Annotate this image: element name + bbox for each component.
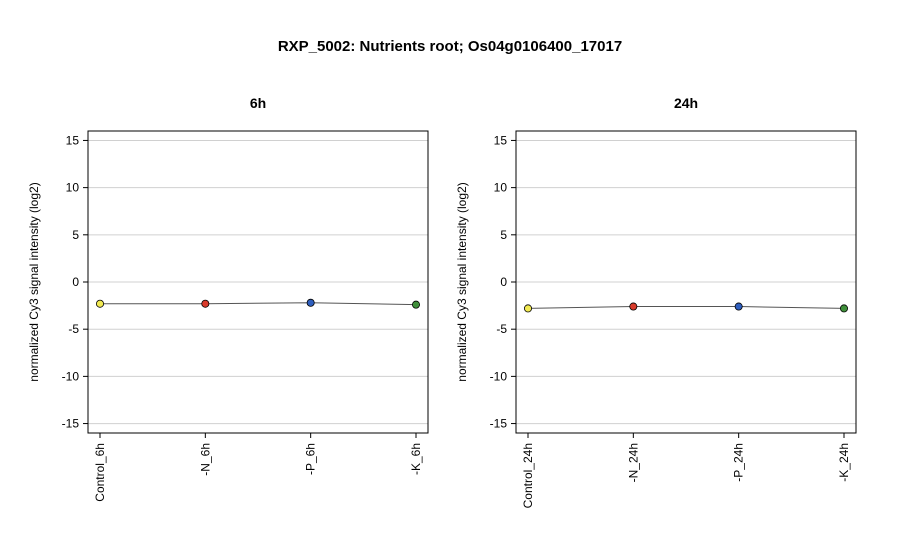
y-tick-label: 0 bbox=[72, 275, 79, 289]
y-tick-label: 15 bbox=[66, 133, 80, 147]
series-line bbox=[527, 306, 845, 309]
data-point-Control_6h bbox=[96, 299, 105, 308]
panel-title-6h: 6h bbox=[250, 95, 266, 111]
y-tick-label: 5 bbox=[72, 228, 79, 242]
y-tick-label: 10 bbox=[494, 181, 508, 195]
x-tick-label: Control_6h bbox=[93, 443, 107, 502]
x-tick-label: -P_6h bbox=[304, 443, 318, 475]
series-line bbox=[100, 302, 417, 306]
data-point--N_6h bbox=[201, 299, 210, 308]
data-point--P_6h bbox=[306, 298, 315, 307]
y-tick-label: -15 bbox=[490, 417, 508, 431]
data-point-Control_24h bbox=[524, 304, 533, 313]
data-point--P_24h bbox=[734, 302, 743, 311]
y-tick-label: -10 bbox=[490, 369, 508, 383]
y-tick-label: 10 bbox=[66, 181, 80, 195]
panel-title-24h: 24h bbox=[674, 95, 698, 111]
figure-title: RXP_5002: Nutrients root; Os04g0106400_1… bbox=[277, 38, 623, 55]
data-point--K_6h bbox=[411, 300, 420, 309]
y-axis-label: normalized Cy3 signal intensity (log2) bbox=[27, 182, 41, 381]
data-point--N_24h bbox=[629, 302, 638, 311]
y-tick-label: -15 bbox=[62, 417, 80, 431]
x-tick-label: -K_24h bbox=[837, 443, 851, 482]
data-point--K_24h bbox=[840, 304, 849, 313]
x-tick-label: Control_24h bbox=[521, 443, 535, 508]
y-tick-label: 15 bbox=[494, 133, 508, 147]
x-tick-label: -N_24h bbox=[626, 443, 640, 482]
y-tick-label: 5 bbox=[500, 228, 507, 242]
x-tick-label: -N_6h bbox=[198, 443, 212, 476]
y-tick-label: -10 bbox=[62, 369, 80, 383]
y-axis-label: normalized Cy3 signal intensity (log2) bbox=[455, 182, 469, 381]
y-tick-label: -5 bbox=[68, 322, 79, 336]
x-tick-label: -P_24h bbox=[732, 443, 746, 482]
y-tick-label: -5 bbox=[496, 322, 507, 336]
x-tick-label: -K_6h bbox=[409, 443, 423, 475]
y-tick-label: 0 bbox=[500, 275, 507, 289]
